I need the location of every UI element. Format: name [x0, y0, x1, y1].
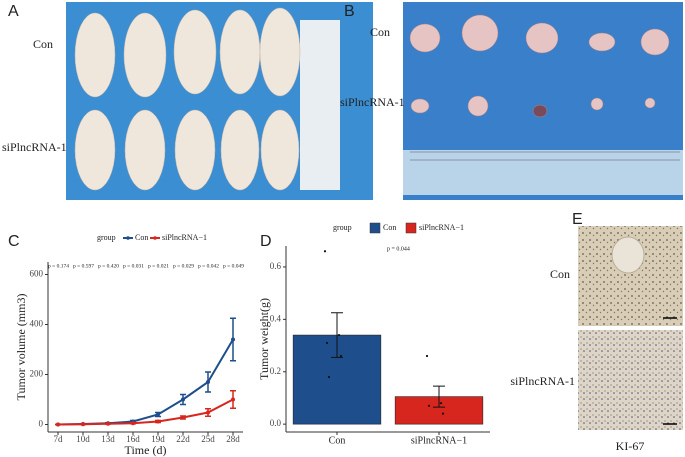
point — [156, 412, 160, 417]
x-tick-label: 16d — [126, 434, 140, 444]
p-value: p = 0.044 — [387, 246, 410, 252]
y-tick-label: 0 — [39, 419, 44, 429]
x-tick-label: 13d — [101, 434, 115, 444]
data-point — [327, 375, 331, 379]
panel-letter: B — [344, 3, 355, 20]
row-label: siPlncRNA-1 — [510, 374, 575, 388]
panel-letter: E — [572, 211, 583, 228]
data-point — [339, 354, 343, 358]
x-tick-label: 28d — [226, 434, 240, 444]
x-tick-label: Con — [329, 435, 346, 446]
legend-label: siPlncRNA−1 — [419, 223, 464, 232]
data-point — [337, 333, 341, 337]
y-tick-label: 200 — [30, 369, 44, 379]
y-tick-label: 0.0 — [270, 418, 282, 428]
p-value: p = 0.029 — [173, 263, 194, 269]
ihc-image — [578, 330, 683, 430]
point — [181, 397, 185, 402]
legend-swatch — [153, 236, 157, 240]
point — [231, 397, 235, 402]
x-tick-label: 10d — [76, 434, 90, 444]
data-point — [323, 250, 327, 253]
row-label: Con — [33, 37, 53, 51]
x-tick-label: 19d — [151, 434, 165, 444]
legend-swatch — [405, 222, 417, 234]
series-line — [57, 398, 234, 426]
row-label: siPlncRNA-1 — [2, 140, 67, 154]
mice-photo — [66, 2, 373, 200]
panel-letter: C — [8, 233, 20, 250]
legend-label: Con — [383, 223, 396, 232]
data-point — [441, 412, 445, 415]
row-label: Con — [370, 25, 390, 39]
point — [106, 421, 110, 426]
point — [206, 380, 210, 384]
data-point — [425, 354, 429, 358]
p-value: p = 0.042 — [198, 263, 219, 269]
p-value: p = 0.031 — [123, 263, 144, 269]
point — [181, 415, 185, 420]
legend-swatch — [126, 236, 130, 240]
x-tick-label: 7d — [54, 434, 64, 444]
y-tick-label: 400 — [30, 319, 44, 329]
y-tick-label: 0.6 — [270, 261, 282, 271]
point — [81, 422, 85, 427]
p-value: p = 0.420 — [98, 263, 119, 269]
x-axis-title: Time (d) — [125, 443, 167, 457]
error-bar — [331, 312, 343, 358]
ihc-detail — [611, 236, 645, 274]
y-tick-label: 0.2 — [270, 366, 281, 376]
point — [156, 419, 160, 424]
p-value: p = 0.021 — [148, 263, 169, 269]
charts: 0 200 400 600 Tumor volume (mm3) C group 7d 10d 1… — [8, 222, 490, 457]
y-axis-title: Tumor volume (mm3) — [14, 294, 28, 401]
row-label: Con — [550, 267, 570, 281]
p-value: p = 0.597 — [73, 263, 94, 269]
p-value: p = 0.174 — [48, 263, 69, 269]
data-point — [325, 341, 329, 345]
y-axis-title: Tumor weight(g) — [257, 298, 271, 380]
y-tick-label: 0.4 — [270, 313, 282, 323]
legend-label: Con — [135, 233, 148, 242]
legend-swatch — [369, 222, 381, 234]
caption: KI-67 — [616, 439, 645, 453]
point — [131, 421, 135, 426]
point — [206, 410, 210, 415]
p-value: p = 0.049 — [223, 263, 244, 269]
x-tick-label: siPlncRNA−1 — [411, 435, 467, 446]
y-tick-label: 600 — [30, 269, 44, 279]
point — [231, 337, 235, 342]
row-label: siPlncRNA-1 — [340, 95, 405, 109]
x-tick-label: 22d — [176, 434, 190, 444]
tumor-photo — [403, 2, 683, 200]
error-bar — [433, 385, 445, 408]
panel-letter: D — [260, 233, 272, 250]
legend-title: group — [97, 233, 116, 242]
point — [56, 422, 60, 427]
data-point — [439, 402, 443, 405]
x-tick-label: 25d — [201, 434, 215, 444]
legend-label: siPlncRNA−1 — [162, 233, 207, 242]
legend-title: group — [333, 223, 352, 232]
data-point — [427, 404, 431, 407]
panel-letter: A — [8, 3, 19, 20]
